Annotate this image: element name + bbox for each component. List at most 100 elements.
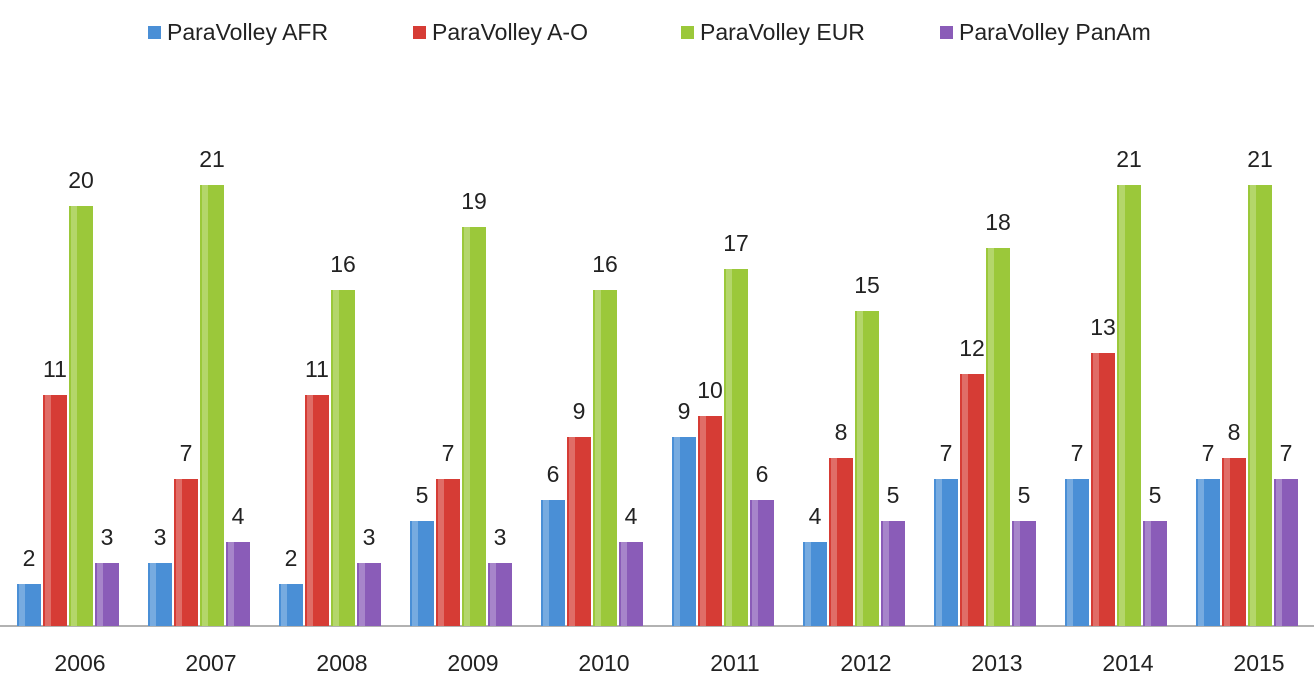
bar [829,458,853,626]
data-label: 13 [1090,314,1116,340]
x-tick-label: 2010 [578,650,629,676]
bar-highlight [71,206,77,626]
data-label: 7 [180,440,193,466]
bar [436,479,460,626]
bar [226,542,250,626]
data-label: 11 [43,356,67,382]
data-label: 2 [285,545,298,571]
bar [934,479,958,626]
bar-highlight [176,479,182,626]
bar-highlight [621,542,627,626]
bar-highlight [726,269,732,626]
data-label: 3 [363,524,376,550]
bar [750,500,774,626]
bar [17,584,41,626]
bar-highlight [1093,353,1099,626]
bar [410,521,434,626]
bar-highlight [359,563,365,626]
x-tick-label: 2011 [710,650,759,676]
bar-highlight [543,500,549,626]
bar-highlight [1145,521,1151,626]
bar-highlight [1250,185,1256,626]
bar [174,479,198,626]
data-label: 8 [835,419,848,445]
data-label: 16 [330,251,356,277]
bar [305,395,329,626]
bar-highlight [674,437,680,626]
legend-swatch [940,26,953,39]
data-label: 21 [199,146,225,172]
data-label: 4 [809,503,822,529]
bar [567,437,591,626]
bar [1196,479,1220,626]
data-label: 9 [678,398,691,424]
bar-highlight [752,500,758,626]
data-label: 3 [154,524,167,550]
data-label: 12 [959,335,985,361]
x-tick-label: 2006 [54,650,105,676]
bar [331,290,355,626]
x-tick-label: 2015 [1233,650,1284,676]
data-label: 7 [1071,440,1084,466]
bar [1117,185,1141,626]
data-label: 7 [940,440,953,466]
bar-highlight [45,395,51,626]
bar-highlight [490,563,496,626]
legend-swatch [148,26,161,39]
bar [672,437,696,626]
data-label: 4 [625,503,638,529]
data-label: 17 [723,230,749,256]
bar-highlight [805,542,811,626]
bar [803,542,827,626]
bar-highlight [595,290,601,626]
data-label: 16 [592,251,618,277]
legend-label: ParaVolley PanAm [959,19,1151,45]
x-tick-label: 2014 [1102,650,1153,676]
bar-highlight [569,437,575,626]
x-tick-label: 2009 [447,650,498,676]
bar [43,395,67,626]
legend-label: ParaVolley A-O [432,19,588,45]
bar [724,269,748,626]
bar [488,563,512,626]
bar [960,374,984,626]
data-label: 4 [232,503,245,529]
data-label: 21 [1247,146,1273,172]
bar-highlight [307,395,313,626]
bar [148,563,172,626]
bar-highlight [700,416,706,626]
bar-highlight [1119,185,1125,626]
bar [1222,458,1246,626]
data-label: 7 [442,440,455,466]
x-tick-label: 2012 [840,650,891,676]
legend-label: ParaVolley EUR [700,19,865,45]
data-label: 10 [697,377,723,403]
data-label: 5 [1149,482,1162,508]
x-tick-label: 2008 [316,650,367,676]
data-label: 3 [494,524,507,550]
x-tick-label: 2013 [971,650,1022,676]
bar-highlight [1014,521,1020,626]
data-label: 11 [305,356,329,382]
bar [986,248,1010,626]
data-label: 3 [101,524,114,550]
bar [95,563,119,626]
bar-highlight [1224,458,1230,626]
bar [1274,479,1298,626]
bar-highlight [464,227,470,626]
bar-highlight [412,521,418,626]
data-label: 2 [23,545,36,571]
data-label: 9 [573,398,586,424]
data-label: 18 [985,209,1011,235]
legend-swatch [413,26,426,39]
bar [462,227,486,626]
bar-highlight [1276,479,1282,626]
bar-highlight [438,479,444,626]
bar [1143,521,1167,626]
bar [279,584,303,626]
bar [69,206,93,626]
data-label: 5 [1018,482,1031,508]
bar-highlight [19,584,25,626]
data-label: 6 [547,461,560,487]
